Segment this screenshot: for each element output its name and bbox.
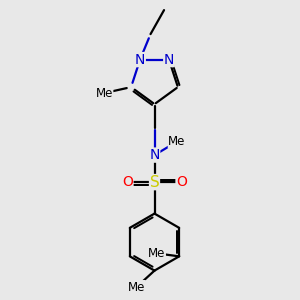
Text: O: O [176,175,187,189]
Text: S: S [150,175,159,190]
Text: Me: Me [168,135,186,148]
Text: O: O [122,175,133,189]
Text: N: N [164,52,174,67]
Text: Me: Me [148,247,165,260]
Text: N: N [149,148,160,162]
Text: Me: Me [95,87,113,100]
Text: N: N [135,52,145,67]
Text: Me: Me [128,280,145,294]
